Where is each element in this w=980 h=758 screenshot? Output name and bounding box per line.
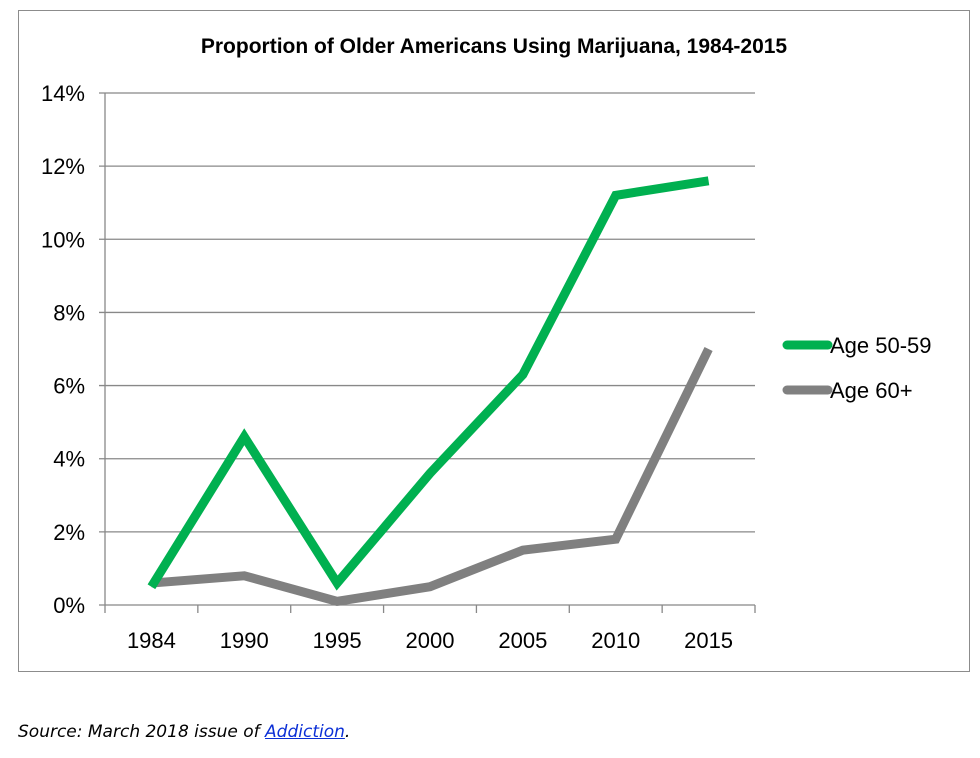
line-chart: Proportion of Older Americans Using Mari… [41, 35, 932, 653]
x-tick-label: 1995 [313, 628, 362, 653]
y-tick-label: 4% [53, 447, 85, 472]
x-tick-label: 2000 [406, 628, 455, 653]
x-tick-label: 2010 [591, 628, 640, 653]
chart-title: Proportion of Older Americans Using Mari… [201, 35, 788, 58]
source-note: Source: March 2018 issue of Addiction. [18, 722, 350, 742]
y-tick-label: 10% [41, 227, 85, 252]
x-tick-label: 2015 [684, 628, 733, 653]
x-tick-label: 2005 [498, 628, 547, 653]
legend-label: Age 50-59 [830, 333, 932, 358]
x-tick-label: 1984 [127, 628, 176, 653]
chart-frame [18, 10, 970, 672]
source-suffix: . [344, 722, 351, 742]
y-tick-label: 12% [41, 154, 85, 179]
y-tick-label: 8% [53, 300, 85, 325]
y-tick-label: 6% [53, 374, 85, 399]
y-tick-label: 0% [53, 593, 85, 618]
y-tick-label: 2% [53, 520, 85, 545]
source-prefix: Source: March 2018 issue of [18, 722, 266, 742]
legend-label: Age 60+ [830, 378, 913, 403]
y-tick-label: 14% [41, 81, 85, 106]
x-tick-label: 1990 [220, 628, 269, 653]
source-link[interactable]: Addiction [265, 722, 345, 742]
